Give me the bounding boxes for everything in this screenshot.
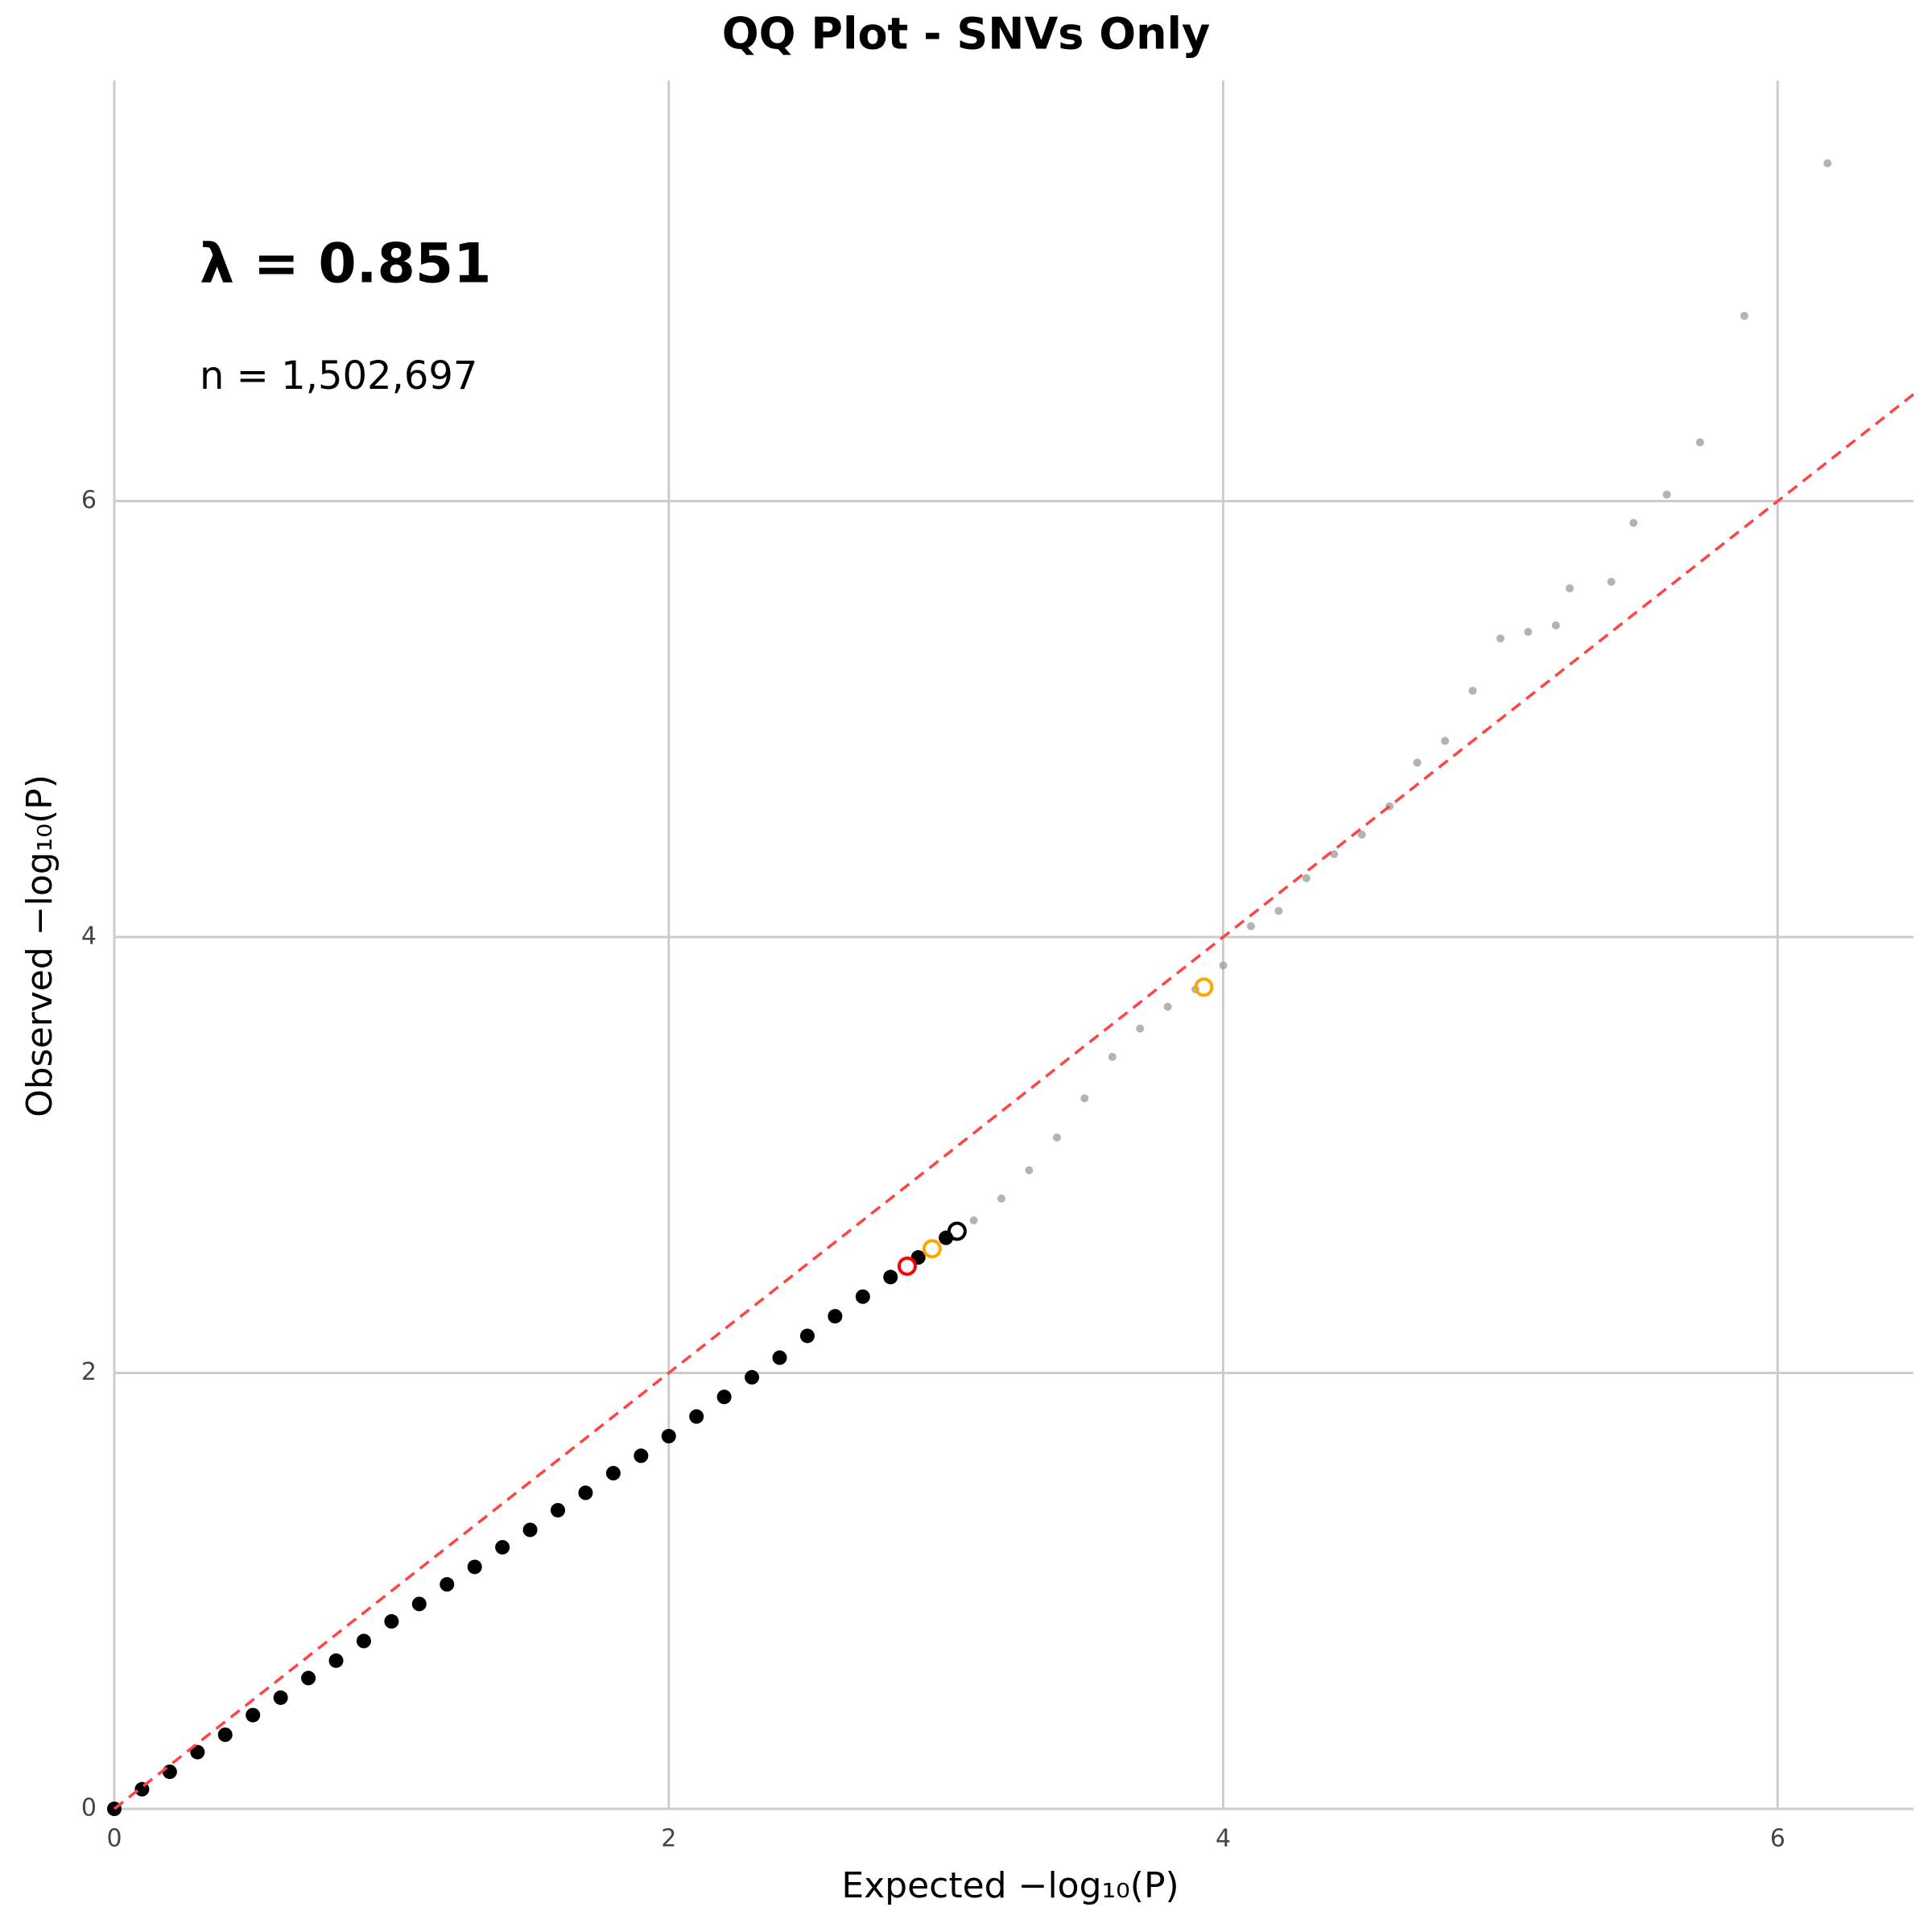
point: [384, 1614, 399, 1629]
point: [328, 1653, 344, 1668]
point: [578, 1485, 593, 1501]
point: [883, 1269, 898, 1285]
point: [1194, 977, 1214, 997]
point: [772, 1350, 787, 1365]
x-tick-label: 4: [1216, 1825, 1231, 1853]
y-tick-label: 0: [81, 1794, 97, 1823]
y-axis-label: Observed −log₁₀(P): [19, 774, 60, 1117]
point: [1823, 159, 1832, 167]
point: [1551, 621, 1560, 630]
point: [411, 1596, 427, 1612]
point: [1052, 1133, 1061, 1142]
point: [495, 1540, 510, 1555]
point: [190, 1744, 205, 1760]
point: [1274, 906, 1283, 915]
point: [273, 1690, 288, 1705]
point: [1219, 961, 1228, 970]
point: [301, 1670, 316, 1686]
x-tick-label: 0: [106, 1825, 122, 1853]
point: [634, 1448, 649, 1463]
point: [356, 1633, 371, 1649]
point: [1080, 1094, 1089, 1103]
point: [997, 1194, 1006, 1203]
point: [522, 1522, 538, 1538]
point: [467, 1559, 482, 1575]
point: [1413, 758, 1422, 767]
point: [799, 1328, 815, 1344]
y-tick-label: 6: [81, 486, 97, 514]
point: [162, 1764, 177, 1779]
y-tick-label: 4: [81, 923, 97, 951]
point: [1740, 312, 1748, 320]
point: [1330, 850, 1339, 859]
y-tick-label: 2: [81, 1358, 97, 1386]
point: [716, 1389, 732, 1405]
reference-line: [113, 393, 1915, 1810]
point: [1108, 1052, 1117, 1061]
point: [1468, 687, 1477, 696]
point: [1607, 577, 1616, 586]
point: [1565, 584, 1574, 592]
point: [246, 1707, 261, 1723]
point: [947, 1221, 967, 1241]
point: [1163, 1002, 1172, 1011]
point: [1524, 627, 1533, 636]
x-tick-label: 2: [661, 1825, 676, 1853]
point: [745, 1369, 760, 1385]
point: [855, 1289, 870, 1304]
point: [1357, 830, 1366, 839]
point: [440, 1577, 455, 1592]
point: [1441, 737, 1450, 745]
point: [217, 1727, 233, 1742]
point: [1302, 873, 1311, 882]
point: [828, 1309, 843, 1324]
point: [922, 1239, 942, 1259]
point: [1496, 634, 1505, 643]
x-axis-label: Expected −log₁₀(P): [841, 1865, 1179, 1906]
point: [1025, 1166, 1034, 1174]
point: [1136, 1024, 1145, 1033]
chart-title: QQ Plot - SNVs Only: [722, 9, 1211, 60]
lambda-annotation: λ = 0.851: [200, 233, 491, 296]
point: [1695, 438, 1704, 447]
x-tick-label: 6: [1770, 1825, 1785, 1853]
point: [969, 1216, 978, 1224]
point: [1662, 490, 1671, 499]
point: [897, 1256, 917, 1276]
point: [605, 1466, 621, 1481]
point: [661, 1429, 676, 1444]
point: [1246, 922, 1255, 931]
point: [689, 1409, 704, 1424]
point: [1629, 518, 1638, 527]
n-annotation: n = 1,502,697: [200, 353, 477, 398]
point: [551, 1503, 566, 1518]
